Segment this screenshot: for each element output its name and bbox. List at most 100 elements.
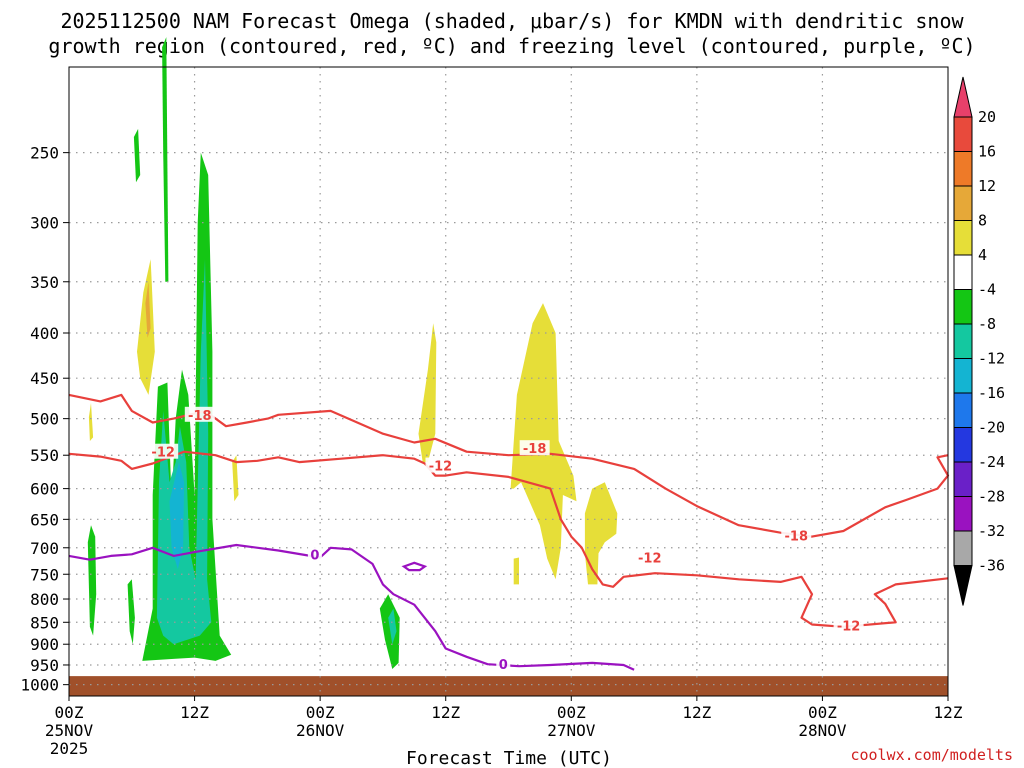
plot-frame [68, 66, 949, 697]
contour-label-bg [781, 527, 812, 543]
omega-region-6 [127, 579, 135, 645]
colorbar-label: 8 [978, 212, 987, 230]
x-tick-date: 25NOV [45, 721, 94, 740]
y-tick-label: 400 [30, 324, 59, 343]
contour-label-purple: 0 [499, 658, 508, 673]
y-tick-label: 900 [30, 635, 59, 654]
x-tick-year: 2025 [50, 739, 89, 758]
ground-fill [69, 676, 948, 696]
colorbar-swatch--8 [953, 289, 973, 325]
colorbar-label: -12 [978, 350, 1005, 368]
colorbar-swatch--12 [953, 323, 973, 359]
omega-region-15 [584, 482, 618, 585]
colorbar-label: 12 [978, 177, 996, 195]
credit-text: coolwx.com/modelts [850, 746, 1013, 764]
colorbar-swatch--20 [953, 392, 973, 428]
y-tick-label: 850 [30, 613, 59, 632]
colorbar-swatch-8 [953, 185, 973, 221]
contour-label-bg [634, 549, 665, 565]
contour-label-bg [519, 440, 550, 456]
omega-region-10 [145, 281, 151, 338]
contour-label-bg [425, 457, 456, 473]
contour-label-bg [148, 443, 179, 459]
x-tick-label: 12Z [934, 703, 963, 722]
colorbar-swatch--16 [953, 358, 973, 394]
colorbar-swatch--24 [953, 427, 973, 463]
contour-label-bg [833, 617, 864, 633]
contour-label-bg [307, 546, 322, 562]
colorbar-bottom-arrow [953, 565, 973, 606]
freezing-level-contour-small [401, 561, 428, 572]
y-tick-label: 950 [30, 656, 59, 675]
y-tick-label: 350 [30, 273, 59, 292]
ground-surface [69, 676, 948, 696]
contour-label-red: -12 [429, 460, 453, 475]
chart-title-line2: growth region (contoured, red, ºC) and f… [48, 34, 976, 58]
x-tick-label: 12Z [431, 703, 460, 722]
colorbar-swatch-12 [953, 151, 973, 187]
colorbar-label: -4 [978, 281, 996, 299]
freezing-level-contour [68, 543, 635, 671]
y-tick-label: 650 [30, 510, 59, 529]
omega-region-11 [88, 403, 94, 441]
contour-label-bg [184, 406, 215, 422]
y-tick-label: 750 [30, 565, 59, 584]
omega-region-4 [162, 37, 169, 282]
x-tick-label: 00Z [55, 703, 84, 722]
x-tick-date: 28NOV [798, 721, 847, 740]
contour-label-red: -18 [188, 409, 212, 424]
colorbar-swatch--32 [953, 496, 973, 532]
x-tick-label: 12Z [682, 703, 711, 722]
omega-region-5 [87, 525, 97, 636]
x-tick-date: 26NOV [296, 721, 345, 740]
x-tick-label: 00Z [808, 703, 837, 722]
colorbar-swatch--36 [953, 530, 973, 566]
contour-labels: -18 -12 -12 -18 -12 -18 -12 0 0 [148, 406, 864, 673]
contour-label-red: -18 [523, 442, 547, 457]
y-tick-label: 300 [30, 214, 59, 233]
x-tick-label: 00Z [306, 703, 335, 722]
colorbar-label: -20 [978, 419, 1005, 437]
colorbar-label: -16 [978, 384, 1005, 402]
omega-region-16 [513, 557, 519, 585]
y-tick-label: 450 [30, 369, 59, 388]
y-tick-label: 500 [30, 410, 59, 429]
omega-region-2 [169, 462, 185, 570]
omega-region-12 [232, 455, 239, 502]
omega-region-7 [379, 594, 400, 669]
colorbar-swatch--28 [953, 461, 973, 497]
chart-title-line1: 2025112500 NAM Forecast Omega (shaded, μ… [60, 9, 964, 33]
colorbar-swatch-4 [953, 220, 973, 256]
x-tick-date: 27NOV [547, 721, 596, 740]
colorbar-label: -24 [978, 453, 1005, 471]
colorbar-top-arrow [953, 76, 973, 118]
x-axis-label: Forecast Time (UTC) [406, 748, 612, 768]
dgz-contour-minus12 [68, 450, 949, 628]
y-tick-label: 600 [30, 480, 59, 499]
dgz-contour-minus18 [68, 393, 950, 538]
omega-region-3 [133, 128, 141, 183]
contour-label-red: -12 [638, 552, 662, 567]
colorbar-label: 4 [978, 246, 987, 264]
contour-label-purple: 0 [310, 548, 319, 563]
colorbar-label: -36 [978, 557, 1005, 575]
contour-label-red: -12 [837, 619, 861, 634]
colorbar-swatch--4 [953, 254, 973, 290]
omega-region-13 [418, 323, 437, 463]
colorbar: 20 16 12 8 4 -4 -8 -12 -16 -20 -24 -28 -32 -36 [953, 76, 1005, 606]
colorbar-label: -28 [978, 488, 1005, 506]
omega-region-8 [388, 608, 397, 645]
y-axis: 250 300 350 400 450 500 550 600 650 700 750 800 850 9… [20, 144, 69, 695]
colorbar-label: -32 [978, 522, 1005, 540]
colorbar-label: 20 [978, 108, 996, 126]
x-tick-label: 00Z [557, 703, 586, 722]
contour-lines [68, 393, 950, 671]
x-tick-label: 12Z [180, 703, 209, 722]
colorbar-label: 16 [978, 143, 996, 161]
y-tick-label: 800 [30, 590, 59, 609]
contour-label-bg [496, 656, 511, 672]
colorbar-label: -8 [978, 315, 996, 333]
y-tick-label: 700 [30, 539, 59, 558]
y-tick-label: 1000 [20, 676, 59, 695]
